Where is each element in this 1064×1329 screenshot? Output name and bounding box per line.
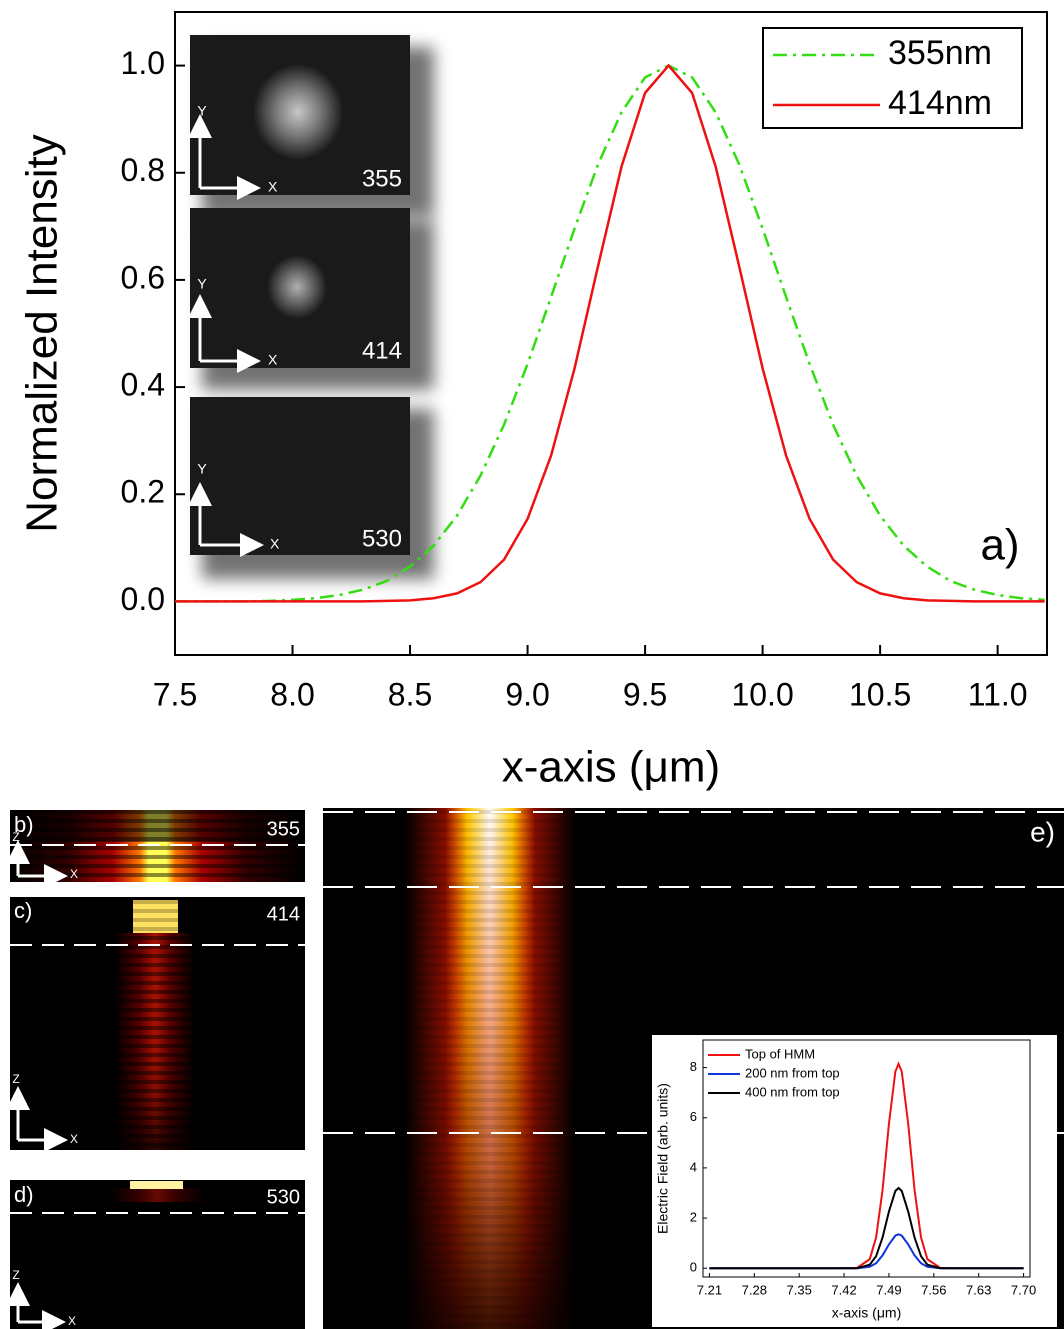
y-tick-label: 0.4 xyxy=(121,367,165,403)
axis-letter: Z xyxy=(12,830,19,844)
plot-frame xyxy=(702,1039,1031,1278)
inset-label: 414 xyxy=(362,337,402,364)
y-tick-label: 4 xyxy=(690,1159,697,1174)
x-tick-label: 7.56 xyxy=(921,1282,946,1297)
panel-tag: e) xyxy=(1030,816,1055,847)
y-tick-label: 8 xyxy=(690,1059,697,1074)
plot-frame xyxy=(174,11,1048,656)
axis-letter: X xyxy=(70,867,78,881)
y-tick-label: 0.2 xyxy=(121,474,165,510)
panel-tag: d) xyxy=(14,1182,34,1207)
data-line xyxy=(709,1186,1024,1270)
data-line xyxy=(175,63,1045,603)
axis-letter: X xyxy=(268,352,278,368)
inset-thumbnails: Y X 355 Y X 414 Y X 530 xyxy=(188,35,434,579)
inset-background xyxy=(652,1035,1057,1327)
data-line xyxy=(175,64,1045,603)
y-tick-label: 1.0 xyxy=(121,45,165,81)
charts: 7.5 8.0 8.5 9.0 9.5 10.0 10.5 11.0 0.0 0.2 0.4 0.6 0… xyxy=(18,11,1048,1321)
legend-box xyxy=(762,27,1023,129)
x-axis-label: x-axis (μm) xyxy=(502,743,720,792)
panel-tag: c) xyxy=(14,898,32,923)
x-tick-label: 7.42 xyxy=(831,1282,856,1297)
axis-letter: Y xyxy=(197,461,207,477)
x-tick-label: 7.5 xyxy=(153,676,197,712)
panel-b: b) 355 Z X xyxy=(5,810,305,888)
axis-letter: X xyxy=(270,536,280,552)
y-tick-label: 0.0 xyxy=(121,581,165,617)
legend-label: 414nm xyxy=(888,84,992,122)
y-tick-label: 6 xyxy=(690,1109,697,1124)
legend-label: Top of HMM xyxy=(745,1046,815,1061)
panel-e: e) xyxy=(323,808,1064,1329)
x-tick-label: 8.5 xyxy=(388,676,432,712)
x-tick-label: 10.0 xyxy=(731,676,793,712)
x-axis-label: x-axis (μm) xyxy=(832,1305,902,1321)
x-tick-label: 7.70 xyxy=(1011,1282,1036,1297)
panel-tag: a) xyxy=(980,521,1019,570)
panel-tag: b) xyxy=(14,812,34,837)
x-tick-label: 7.28 xyxy=(742,1282,767,1297)
panel-label: 414 xyxy=(267,903,300,925)
axis-letter: Z xyxy=(12,1268,19,1282)
data-line xyxy=(709,1233,1024,1270)
panel-c: c) 414 Z X xyxy=(5,897,305,1152)
x-tick-label: 7.63 xyxy=(966,1282,991,1297)
inset-label: 355 xyxy=(362,165,402,192)
x-tick-label: 9.0 xyxy=(505,676,549,712)
x-tick-label: 7.21 xyxy=(697,1282,722,1297)
x-tick-label: 10.5 xyxy=(849,676,911,712)
axis-letter: X xyxy=(68,1314,76,1328)
data-line xyxy=(709,1061,1024,1270)
x-tick-label: 7.35 xyxy=(787,1282,812,1297)
y-axis-label: Electric Field (arb. units) xyxy=(655,1083,671,1234)
x-tick-label: 8.0 xyxy=(270,676,314,712)
x-tick-label: 7.49 xyxy=(876,1282,901,1297)
y-tick-label: 0 xyxy=(690,1260,697,1275)
legend-label: 400 nm from top xyxy=(745,1084,840,1099)
y-tick-label: 0.6 xyxy=(121,259,165,295)
legend-label: 200 nm from top xyxy=(745,1065,840,1080)
panel-label: 530 xyxy=(267,1186,300,1208)
legend-label: 355nm xyxy=(888,34,992,72)
axis-letter: X xyxy=(268,179,278,195)
x-tick-label: 9.5 xyxy=(623,676,667,712)
y-tick-label: 0.8 xyxy=(121,152,165,188)
panel-label: 355 xyxy=(267,818,300,840)
y-axis-label: Normalized Intensity xyxy=(18,134,67,533)
panel-d: d) 530 Z X xyxy=(5,1180,305,1329)
y-tick-label: 2 xyxy=(690,1210,697,1225)
axis-letter: Z xyxy=(12,1072,19,1086)
x-tick-label: 11.0 xyxy=(968,676,1028,712)
inset-label: 530 xyxy=(362,525,402,552)
axis-letter: Y xyxy=(197,276,207,292)
axis-letter: X xyxy=(70,1132,78,1146)
axis-letter: Y xyxy=(197,103,207,119)
